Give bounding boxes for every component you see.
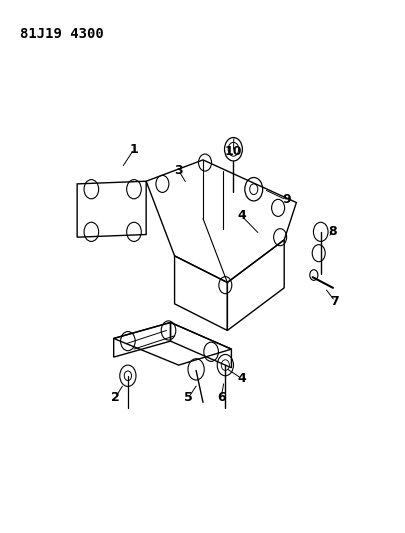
Text: 5: 5 [184,391,193,403]
Text: 4: 4 [237,372,245,385]
Text: 7: 7 [330,295,339,308]
Text: 81J19 4300: 81J19 4300 [20,27,104,41]
Text: 2: 2 [111,391,120,403]
Text: 9: 9 [281,193,290,206]
Text: 8: 8 [328,225,337,238]
Text: 3: 3 [174,164,183,177]
Text: 1: 1 [129,143,138,156]
Text: 6: 6 [216,391,225,403]
Text: 10: 10 [224,146,242,158]
Text: 4: 4 [237,209,245,222]
